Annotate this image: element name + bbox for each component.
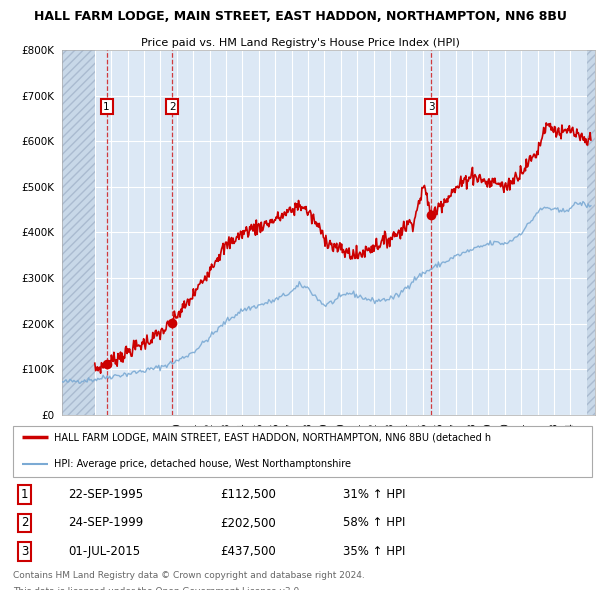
Text: 3: 3 bbox=[428, 101, 434, 112]
Text: 22-SEP-1995: 22-SEP-1995 bbox=[68, 488, 143, 501]
Text: HALL FARM LODGE, MAIN STREET, EAST HADDON, NORTHAMPTON, NN6 8BU: HALL FARM LODGE, MAIN STREET, EAST HADDO… bbox=[34, 10, 566, 23]
Text: 1: 1 bbox=[21, 488, 28, 501]
FancyBboxPatch shape bbox=[13, 426, 592, 477]
Text: 24-SEP-1999: 24-SEP-1999 bbox=[68, 516, 144, 529]
Text: 3: 3 bbox=[21, 545, 28, 558]
Text: 2: 2 bbox=[169, 101, 176, 112]
Text: Price paid vs. HM Land Registry's House Price Index (HPI): Price paid vs. HM Land Registry's House … bbox=[140, 38, 460, 48]
Text: £202,500: £202,500 bbox=[221, 516, 277, 529]
Text: £437,500: £437,500 bbox=[221, 545, 277, 558]
Text: 35% ↑ HPI: 35% ↑ HPI bbox=[343, 545, 406, 558]
Text: 01-JUL-2015: 01-JUL-2015 bbox=[68, 545, 140, 558]
Text: Contains HM Land Registry data © Crown copyright and database right 2024.: Contains HM Land Registry data © Crown c… bbox=[13, 571, 365, 581]
Text: £112,500: £112,500 bbox=[221, 488, 277, 501]
Text: This data is licensed under the Open Government Licence v3.0.: This data is licensed under the Open Gov… bbox=[13, 586, 302, 590]
Text: HALL FARM LODGE, MAIN STREET, EAST HADDON, NORTHAMPTON, NN6 8BU (detached h: HALL FARM LODGE, MAIN STREET, EAST HADDO… bbox=[54, 432, 491, 442]
Text: 1: 1 bbox=[103, 101, 110, 112]
Text: 31% ↑ HPI: 31% ↑ HPI bbox=[343, 488, 406, 501]
Bar bbox=[62, 50, 95, 415]
Text: 58% ↑ HPI: 58% ↑ HPI bbox=[343, 516, 406, 529]
Text: 2: 2 bbox=[21, 516, 28, 529]
Bar bbox=[587, 50, 595, 415]
Text: HPI: Average price, detached house, West Northamptonshire: HPI: Average price, detached house, West… bbox=[54, 458, 351, 468]
